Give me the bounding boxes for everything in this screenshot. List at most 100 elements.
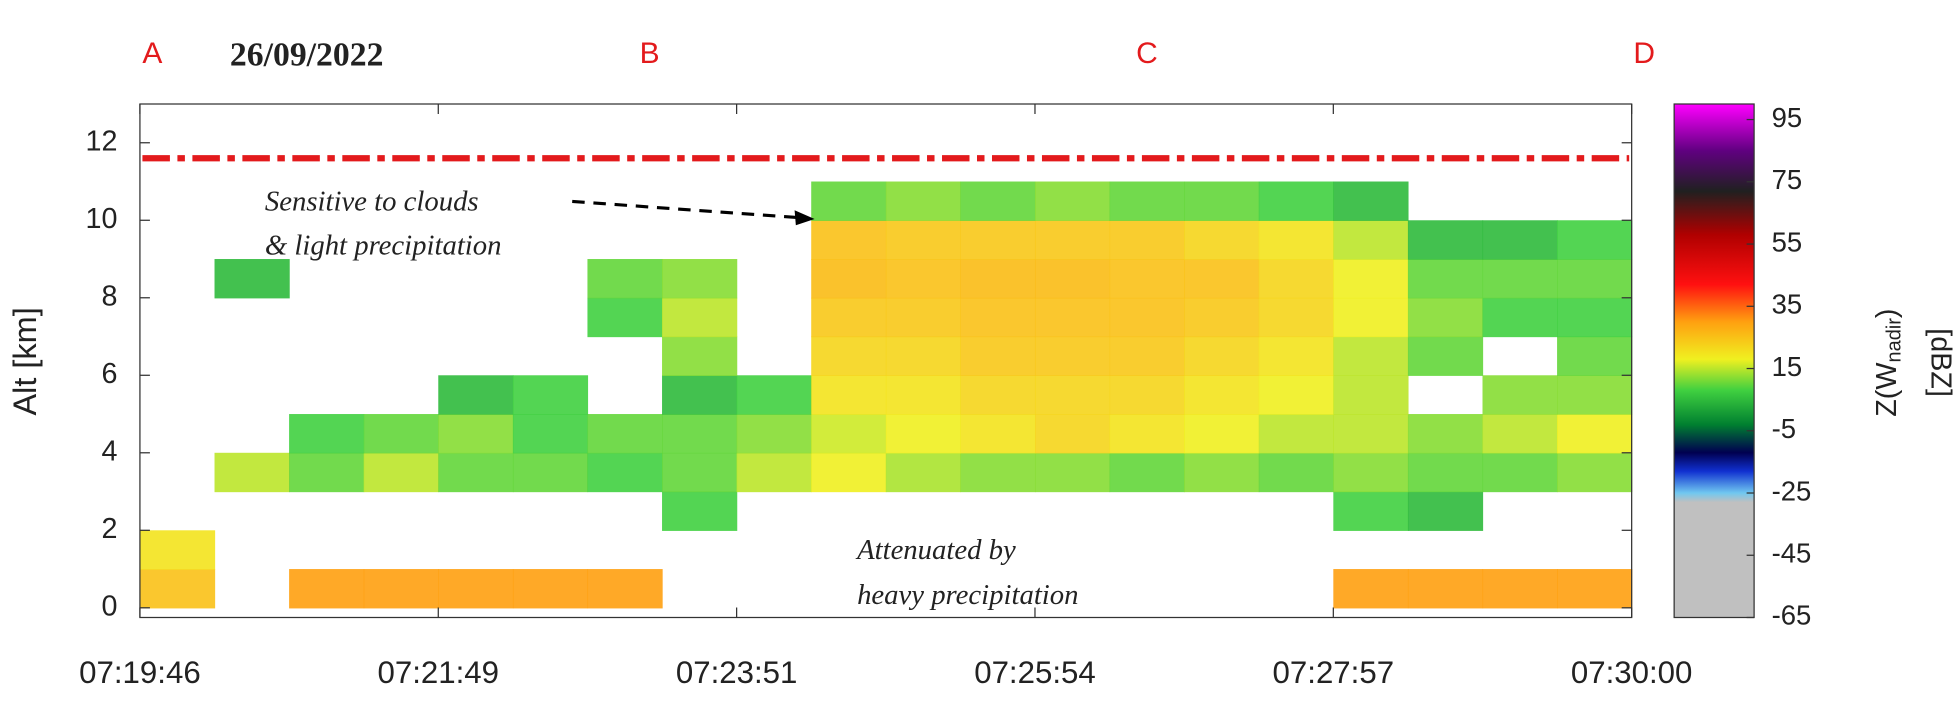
segment-marker: A: [142, 37, 162, 70]
reflectivity-cell: [1333, 375, 1408, 414]
reflectivity-cell: [513, 453, 588, 492]
reflectivity-cell: [662, 337, 737, 376]
colorbar-tick-label: -5: [1772, 413, 1796, 444]
reflectivity-cell: [1184, 298, 1259, 337]
reflectivity-cell: [886, 298, 961, 337]
reflectivity-cell: [1333, 298, 1408, 337]
reflectivity-cell: [960, 259, 1035, 298]
reflectivity-cell: [1035, 259, 1110, 298]
reflectivity-cell: [1259, 453, 1334, 492]
reflectivity-cell: [587, 453, 662, 492]
reflectivity-cell: [811, 414, 886, 453]
reflectivity-cell: [1557, 220, 1632, 259]
colorbar-tick-label: 35: [1772, 289, 1803, 320]
x-tick-label: 07:27:57: [1273, 655, 1395, 690]
reflectivity-cell: [1184, 259, 1259, 298]
reflectivity-cell: [1259, 414, 1334, 453]
reflectivity-cell: [886, 220, 961, 259]
reflectivity-cell: [1035, 414, 1110, 453]
reflectivity-cell: [1035, 298, 1110, 337]
reflectivity-cell: [1557, 414, 1632, 453]
y-tick-label: 12: [85, 125, 117, 157]
reflectivity-cell: [1035, 375, 1110, 414]
reflectivity-cell: [1333, 569, 1408, 608]
reflectivity-cell: [662, 453, 737, 492]
reflectivity-cell: [737, 453, 812, 492]
reflectivity-cell: [1482, 414, 1557, 453]
reflectivity-cell: [140, 569, 215, 608]
reflectivity-cell: [289, 453, 364, 492]
x-tick-label: 07:21:49: [378, 655, 500, 690]
reflectivity-cell: [886, 182, 961, 221]
reflectivity-cell: [960, 453, 1035, 492]
colorbar-tick-label: 95: [1772, 102, 1803, 133]
reflectivity-cell: [811, 337, 886, 376]
reflectivity-cell: [1408, 298, 1483, 337]
annotation: Attenuated by: [855, 534, 1016, 566]
x-tick-label: 07:25:54: [974, 655, 1096, 690]
reflectivity-cell: [662, 414, 737, 453]
reflectivity-cell: [886, 375, 961, 414]
colorbar-tick-label: 15: [1772, 351, 1803, 382]
reflectivity-cell: [662, 298, 737, 337]
reflectivity-cell: [513, 375, 588, 414]
x-tick-label: 07:23:51: [676, 655, 798, 690]
reflectivity-cell: [438, 414, 513, 453]
reflectivity-cell: [1482, 259, 1557, 298]
reflectivity-cell: [215, 453, 290, 492]
reflectivity-cell: [1259, 337, 1334, 376]
reflectivity-cell: [289, 569, 364, 608]
reflectivity-cell: [364, 414, 439, 453]
y-tick-label: 8: [101, 280, 117, 312]
reflectivity-cell: [1110, 337, 1185, 376]
reflectivity-cell: [1557, 337, 1632, 376]
colorbar-tick-label: 75: [1772, 164, 1803, 195]
y-tick-label: 0: [101, 590, 117, 622]
reflectivity-cell: [886, 414, 961, 453]
reflectivity-cell: [1184, 182, 1259, 221]
y-tick-label: 4: [101, 435, 117, 467]
reflectivity-cell: [960, 375, 1035, 414]
colorbar-tick-label: -65: [1772, 600, 1812, 631]
reflectivity-cell: [811, 182, 886, 221]
colorbar-unit: [dBZ]: [1924, 328, 1956, 397]
reflectivity-cell: [587, 298, 662, 337]
reflectivity-cell: [1110, 453, 1185, 492]
y-axis-label: Alt [km]: [7, 307, 43, 415]
reflectivity-cell: [289, 414, 364, 453]
reflectivity-cell: [1482, 220, 1557, 259]
reflectivity-cell: [1110, 182, 1185, 221]
reflectivity-cell: [1110, 298, 1185, 337]
reflectivity-cell: [140, 530, 215, 569]
reflectivity-cell: [587, 569, 662, 608]
annotation: & light precipitation: [265, 229, 502, 261]
reflectivity-cell: [215, 259, 290, 298]
reflectivity-cell: [1333, 220, 1408, 259]
colorbar-label: Z(Wnadir): [1870, 309, 1905, 417]
reflectivity-cell: [886, 259, 961, 298]
reflectivity-cell: [886, 337, 961, 376]
reflectivity-cell: [1482, 569, 1557, 608]
reflectivity-cell: [1333, 259, 1408, 298]
reflectivity-cell: [1259, 182, 1334, 221]
reflectivity-cell: [811, 259, 886, 298]
reflectivity-cell: [438, 569, 513, 608]
colorbar-tick-label: 55: [1772, 226, 1803, 257]
reflectivity-cell: [1035, 220, 1110, 259]
reflectivity-cell: [1333, 414, 1408, 453]
reflectivity-cell: [587, 414, 662, 453]
x-tick-label: 07:19:46: [79, 655, 201, 690]
reflectivity-cell: [1259, 375, 1334, 414]
reflectivity-cell: [1557, 298, 1632, 337]
reflectivity-cell: [1259, 259, 1334, 298]
reflectivity-cell: [1035, 337, 1110, 376]
reflectivity-cell: [1333, 337, 1408, 376]
reflectivity-cell: [1110, 375, 1185, 414]
reflectivity-cell: [438, 375, 513, 414]
reflectivity-cell: [1333, 453, 1408, 492]
reflectivity-cell: [886, 453, 961, 492]
reflectivity-cell: [1184, 375, 1259, 414]
reflectivity-cell: [1557, 375, 1632, 414]
reflectivity-cell: [811, 220, 886, 259]
